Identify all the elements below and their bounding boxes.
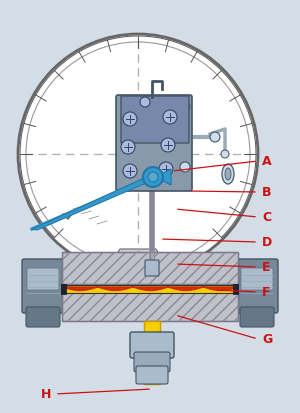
FancyBboxPatch shape: [27, 268, 59, 290]
Circle shape: [163, 111, 177, 125]
Polygon shape: [108, 249, 168, 269]
Circle shape: [18, 35, 258, 274]
FancyBboxPatch shape: [241, 268, 273, 290]
Circle shape: [121, 141, 135, 154]
FancyBboxPatch shape: [61, 284, 66, 294]
FancyBboxPatch shape: [236, 259, 278, 313]
FancyBboxPatch shape: [22, 259, 64, 313]
Circle shape: [123, 113, 137, 127]
Ellipse shape: [222, 165, 234, 185]
FancyBboxPatch shape: [240, 307, 274, 327]
Circle shape: [180, 163, 190, 173]
Circle shape: [140, 98, 150, 108]
Text: F: F: [262, 286, 271, 299]
FancyBboxPatch shape: [130, 332, 174, 358]
Polygon shape: [155, 170, 171, 185]
Circle shape: [123, 165, 137, 178]
Circle shape: [148, 173, 158, 183]
Circle shape: [180, 103, 190, 113]
Text: B: B: [262, 186, 272, 199]
Ellipse shape: [225, 169, 231, 180]
Circle shape: [26, 43, 250, 266]
Circle shape: [143, 168, 163, 188]
Circle shape: [221, 151, 229, 159]
FancyBboxPatch shape: [145, 260, 159, 276]
FancyBboxPatch shape: [116, 96, 192, 192]
Text: G: G: [262, 333, 272, 346]
Polygon shape: [32, 175, 153, 230]
FancyBboxPatch shape: [233, 284, 238, 294]
Circle shape: [210, 133, 220, 142]
FancyBboxPatch shape: [62, 252, 238, 284]
Text: H: H: [40, 387, 51, 401]
FancyBboxPatch shape: [144, 321, 160, 384]
FancyBboxPatch shape: [134, 352, 170, 372]
FancyBboxPatch shape: [26, 307, 60, 327]
Circle shape: [161, 139, 175, 153]
FancyBboxPatch shape: [62, 292, 238, 321]
Text: A: A: [262, 155, 272, 168]
Text: E: E: [262, 261, 271, 274]
FancyBboxPatch shape: [136, 366, 168, 384]
FancyBboxPatch shape: [64, 285, 236, 293]
Text: D: D: [262, 236, 272, 249]
Text: C: C: [262, 211, 271, 224]
Circle shape: [159, 163, 173, 177]
FancyBboxPatch shape: [121, 97, 189, 144]
